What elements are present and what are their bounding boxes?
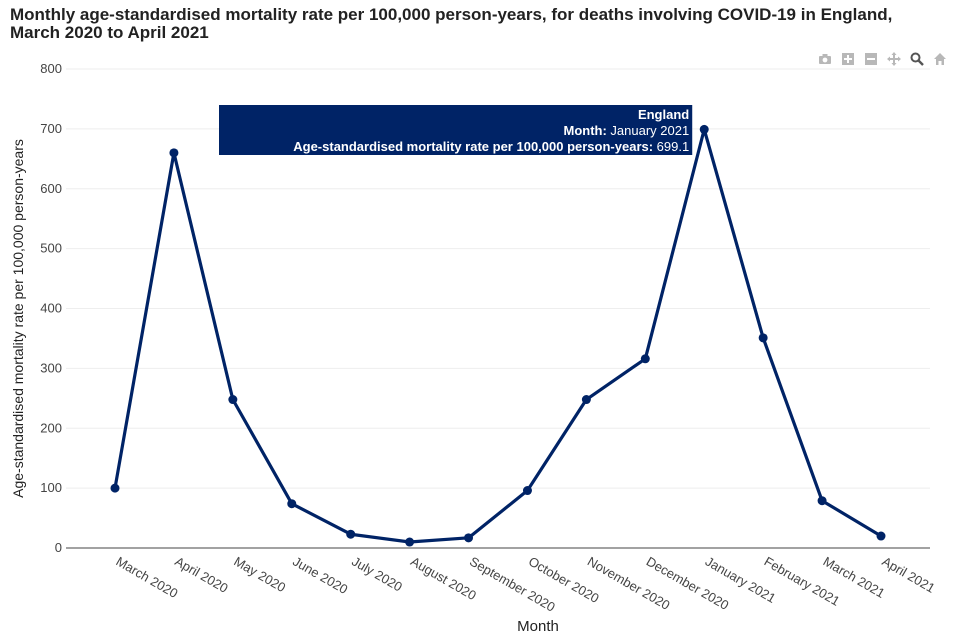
series-line	[113, 127, 882, 544]
data-point[interactable]	[228, 395, 238, 405]
y-tick-label: 700	[40, 121, 62, 136]
x-axis-title: Month	[517, 618, 559, 635]
modebar	[816, 52, 949, 66]
zoom-out-icon[interactable]	[862, 52, 880, 66]
x-tick-label: April 2021	[880, 554, 938, 596]
y-tick-label: 0	[55, 540, 62, 555]
y-tick-label: 300	[40, 360, 62, 375]
zoom-icon[interactable]	[908, 52, 926, 66]
x-tick-label: June 2020	[290, 554, 350, 597]
pan-icon[interactable]	[885, 52, 903, 66]
y-tick-label: 400	[40, 301, 62, 316]
chart-title: Monthly age-standardised mortality rate …	[10, 5, 893, 42]
data-point[interactable]	[640, 354, 650, 364]
x-tick-label: July 2020	[349, 554, 405, 595]
home-icon[interactable]	[931, 52, 949, 66]
x-tick-label: May 2020	[231, 554, 288, 596]
tooltip-month: Month: January 2021	[564, 123, 690, 138]
data-point[interactable]	[405, 537, 415, 547]
data-point[interactable]	[876, 531, 886, 541]
data-point[interactable]	[346, 529, 356, 539]
data-point[interactable]	[169, 148, 179, 158]
data-point[interactable]	[581, 395, 591, 405]
y-tick-label: 500	[40, 241, 62, 256]
y-tick-label: 200	[40, 420, 62, 435]
camera-icon[interactable]	[816, 52, 834, 66]
tooltip-rate: Age-standardised mortality rate per 100,…	[293, 139, 689, 154]
x-tick-label: August 2020	[408, 554, 479, 603]
gridlines	[66, 68, 930, 489]
data-point[interactable]	[464, 533, 474, 543]
series-england[interactable]	[110, 124, 886, 547]
data-point[interactable]	[817, 496, 827, 506]
x-tick-label: April 2020	[172, 554, 230, 596]
data-point[interactable]	[522, 486, 532, 496]
zoom-in-icon[interactable]	[839, 52, 857, 66]
data-point[interactable]	[699, 124, 709, 134]
tooltip-series: England	[638, 107, 689, 122]
y-axis-title: Age-standardised mortality rate per 100,…	[10, 139, 26, 498]
y-axis-ticks: 0 100 200 300 400 500 600 700 800	[40, 61, 62, 555]
tooltip-box	[219, 105, 693, 155]
x-tick-label: March 2020	[114, 554, 181, 601]
y-tick-label: 100	[40, 480, 62, 495]
data-point[interactable]	[758, 333, 768, 343]
data-point[interactable]	[287, 499, 297, 509]
y-tick-label: 600	[40, 181, 62, 196]
data-point[interactable]	[110, 483, 120, 493]
y-tick-label: 800	[40, 61, 62, 76]
